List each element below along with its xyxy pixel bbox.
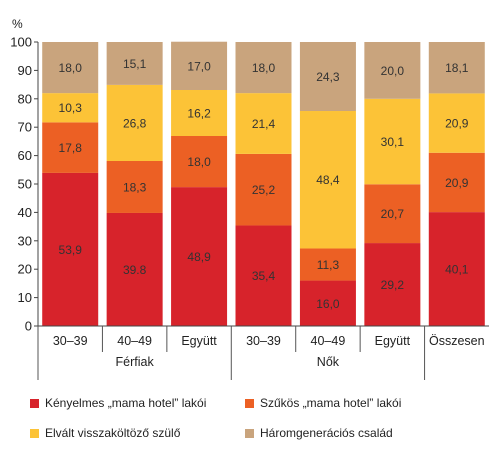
- bar-segment: [171, 41, 228, 90]
- bar-segment: [299, 248, 356, 281]
- bar-segment: [428, 93, 485, 153]
- data-label: 18,0: [252, 61, 276, 75]
- x-tick-label: 40–49: [117, 334, 152, 348]
- x-tick-label: 40–49: [311, 334, 346, 348]
- bar-segment: [364, 42, 421, 99]
- data-label: 18,1: [445, 61, 469, 75]
- bar-segment: [235, 93, 292, 154]
- legend-swatch-kenyelmes: [30, 398, 39, 408]
- legend-label-haromgeneracios: Háromgenerációs család: [260, 426, 393, 440]
- bar-segment: [364, 184, 421, 244]
- bar-segment: [42, 42, 99, 94]
- legend-item-szukos: Szűkös „mama hotel” lakói: [245, 396, 401, 410]
- data-label: 10,3: [59, 101, 83, 115]
- data-label: 21,4: [252, 117, 276, 131]
- data-label: 16,0: [316, 297, 340, 311]
- x-group-label: Férfiak: [116, 355, 155, 369]
- y-axis-unit-label: %: [12, 17, 23, 31]
- y-tick-label: 40: [18, 205, 32, 220]
- data-label: 53,9: [59, 243, 83, 257]
- bar-segment: [299, 111, 356, 249]
- bar-segment: [364, 243, 421, 326]
- bar-segment: [299, 42, 356, 112]
- legend-swatch-szukos: [245, 398, 254, 408]
- x-tick-label: Összesen: [429, 334, 485, 348]
- bar-segment: [106, 84, 163, 161]
- y-tick-label: 50: [18, 177, 32, 192]
- bar-segment: [106, 160, 163, 213]
- data-label: 20,0: [381, 64, 405, 78]
- legend-swatch-elvalt: [30, 428, 39, 438]
- data-label: 48,9: [187, 250, 211, 264]
- data-label: 20,9: [445, 176, 469, 190]
- data-label: 29,2: [381, 278, 405, 292]
- bar-segment: [106, 212, 163, 326]
- data-label: 11,3: [317, 258, 340, 272]
- data-label: 16,2: [187, 107, 211, 121]
- y-tick-label: 20: [18, 262, 32, 277]
- y-tick-label: 70: [18, 120, 32, 135]
- data-labels: 53,9 17,8 10,3 18,0 39.8 18,3 26,8 15,1 48,9 18,0…: [59, 57, 469, 311]
- x-tick-label: 30–39: [53, 334, 88, 348]
- bar-segment: [428, 42, 485, 94]
- data-label: 20,9: [445, 117, 469, 131]
- data-label: 18,0: [187, 155, 211, 169]
- data-label: 48,4: [316, 173, 340, 187]
- bars: [42, 41, 485, 326]
- data-label: 40,1: [445, 263, 469, 277]
- data-label: 24,3: [316, 70, 340, 84]
- legend-item-kenyelmes: Kényelmes „mama hotel” lakói: [30, 396, 206, 410]
- y-tick-label: 60: [18, 148, 32, 163]
- data-label: 18,0: [59, 61, 83, 75]
- bar-segment: [171, 136, 228, 188]
- bar-segment: [428, 152, 485, 213]
- x-tick-label: 30–39: [246, 334, 281, 348]
- y-tick-label: 10: [18, 290, 32, 305]
- x-axis: 30–39 40–49 Együtt 30–39 40–49 Együtt Összesen…: [37, 325, 489, 380]
- legend-item-elvalt: Elvált visszaköltöző szülő: [30, 426, 180, 440]
- legend-item-haromgeneracios: Háromgenerációs család: [245, 426, 393, 440]
- y-tick-label: 90: [18, 63, 32, 78]
- x-tick-label: Együtt: [181, 334, 217, 348]
- data-label: 25,2: [252, 183, 276, 197]
- y-tick-label: 80: [18, 91, 32, 106]
- data-label: 17,0: [187, 59, 211, 73]
- stacked-bar-chart: % 0 10 20 30 40 50 60 70 80 90 100 53,9 17,8 10,3 18,…: [10, 17, 489, 380]
- bar-segment: [42, 122, 99, 173]
- data-label: 30,1: [381, 135, 405, 149]
- data-label: 15,1: [123, 57, 147, 71]
- bar-segment: [171, 89, 228, 137]
- data-label: 18,3: [123, 180, 147, 194]
- y-axis: 0 10 20 30 40 50 60 70 80 90 100: [10, 35, 39, 334]
- bar-segment: [364, 98, 421, 185]
- legend-label-szukos: Szűkös „mama hotel” lakói: [260, 396, 402, 410]
- bar-segment: [171, 187, 228, 326]
- legend-label-kenyelmes: Kényelmes „mama hotel” lakói: [45, 396, 207, 410]
- legend-swatch-haromgeneracios: [245, 428, 254, 438]
- bar-segment: [106, 42, 163, 85]
- x-tick-label: Együtt: [375, 334, 411, 348]
- y-tick-label: 0: [25, 319, 32, 334]
- bar-segment: [428, 212, 485, 326]
- data-label: 35,4: [252, 269, 276, 283]
- bar-segment: [235, 42, 292, 94]
- bar-segment: [235, 153, 292, 226]
- data-label: 17,8: [59, 141, 83, 155]
- bar-segment: [42, 172, 99, 326]
- bar-segment: [42, 93, 99, 123]
- data-label: 20,7: [381, 207, 405, 221]
- y-tick-label: 100: [10, 35, 32, 50]
- data-label: 39.8: [123, 263, 147, 277]
- bar-segment: [235, 225, 292, 326]
- y-tick-label: 30: [18, 233, 32, 248]
- data-label: 26,8: [123, 116, 147, 130]
- bar-segment: [299, 280, 356, 326]
- x-group-label: Nők: [317, 355, 340, 369]
- legend-label-elvalt: Elvált visszaköltöző szülő: [45, 426, 181, 440]
